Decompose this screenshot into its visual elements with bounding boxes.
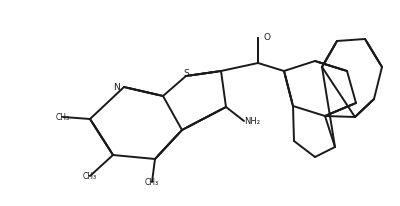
Text: O: O: [263, 33, 270, 42]
Text: CH₃: CH₃: [56, 113, 70, 122]
Text: N: N: [113, 83, 119, 92]
Text: CH₃: CH₃: [145, 178, 159, 187]
Text: S: S: [183, 69, 189, 78]
Text: NH₂: NH₂: [244, 117, 260, 126]
Text: CH₃: CH₃: [83, 172, 97, 181]
